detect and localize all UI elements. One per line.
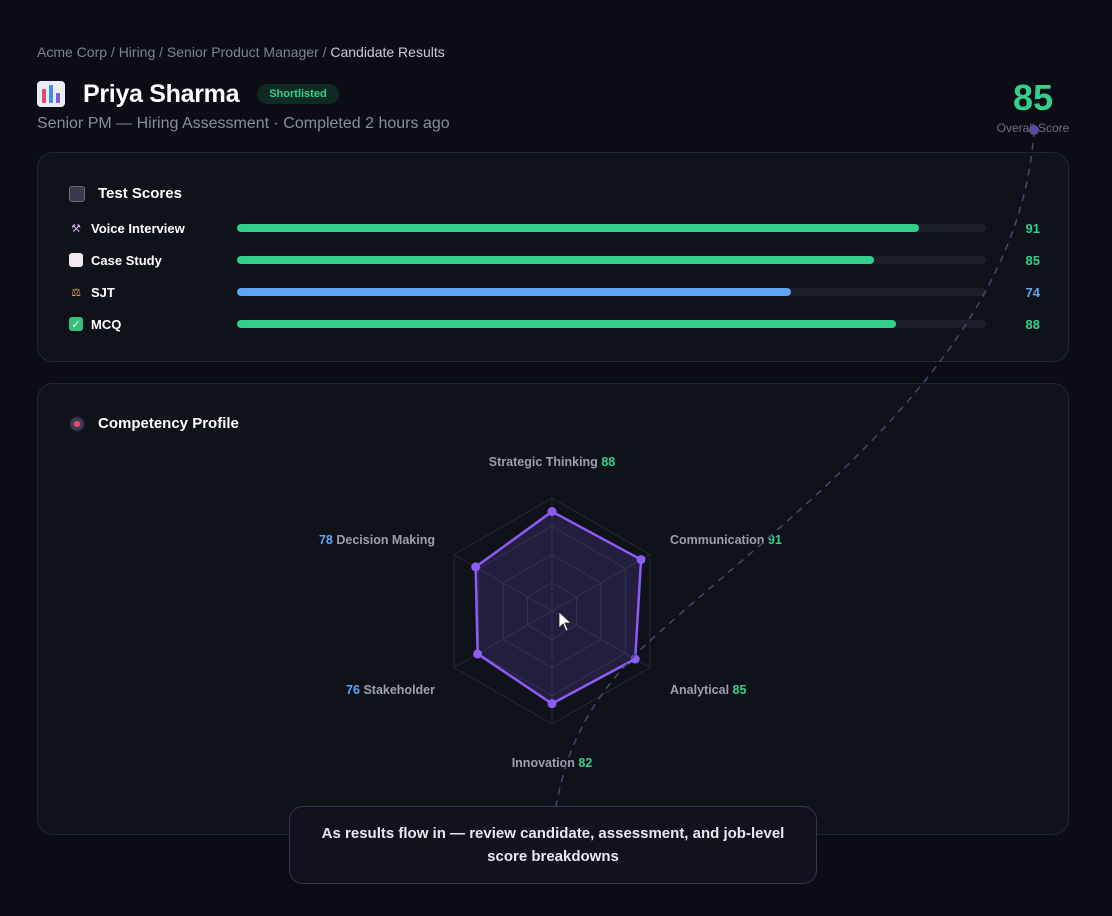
breadcrumb: Acme Corp / Hiring / Senior Product Mana…: [37, 44, 445, 60]
score-label: SJT: [91, 284, 115, 300]
radar-axis-label: 76 Stakeholder: [346, 683, 435, 697]
radar-axis-name: Strategic Thinking: [488, 455, 598, 469]
score-bar-fill: [237, 288, 792, 296]
radar-axis-label: 78 Decision Making: [319, 533, 435, 547]
radar-axis-name: Communication: [670, 533, 765, 547]
radar-axis-value: 88: [601, 455, 616, 469]
overall-score-label: Overall Score: [996, 121, 1070, 135]
candidate-subtitle: Senior PM — Hiring Assessment · Complete…: [37, 115, 450, 132]
score-bar-fill: [237, 224, 919, 232]
bar-chart-icon: [37, 81, 65, 107]
target-icon: [69, 415, 85, 432]
radar-axis-name: Decision Making: [336, 533, 435, 547]
score-bar-fill: [237, 320, 897, 328]
score-row: ⚖ SJT 74: [69, 282, 1040, 302]
test-scores-card: Test Scores ⚒ Voice Interview 91 Case Study…: [37, 152, 1069, 362]
radar-axis-label: Analytical 85: [670, 683, 746, 697]
radar-axis-value: 91: [767, 533, 782, 547]
document-icon: [69, 253, 83, 267]
score-row: Case Study 85: [69, 250, 1040, 270]
radar-axis-name: Innovation: [511, 756, 575, 770]
competency-title: Competency Profile: [69, 415, 239, 432]
status-badge: Shortlisted: [257, 84, 339, 104]
score-bar-track: [237, 224, 986, 232]
score-label: MCQ: [91, 316, 122, 332]
score-bar-fill: [237, 256, 874, 264]
test-scores-heading: Test Scores: [98, 185, 182, 202]
score-bar-track: [237, 288, 986, 296]
score-label: Case Study: [91, 252, 162, 268]
radar-axis-name: Analytical: [670, 683, 730, 697]
score-row: ⚒ Voice Interview 91: [69, 218, 1040, 238]
score-value: 91: [1025, 220, 1040, 236]
breadcrumb-path[interactable]: Acme Corp / Hiring / Senior Product Mana…: [37, 44, 331, 60]
score-label: Voice Interview: [91, 220, 185, 236]
radar-axis-value: 85: [732, 683, 747, 697]
microphone-icon: ⚒: [71, 222, 81, 235]
tooltip-text: As results flow in — review candidate, a…: [321, 825, 785, 865]
candidate-header: Priya Sharma Shortlisted Senior PM — Hir…: [37, 78, 1073, 138]
onboarding-tooltip: As results flow in — review candidate, a…: [289, 806, 817, 884]
breadcrumb-current: Candidate Results: [330, 44, 445, 60]
clipboard-icon: [69, 185, 85, 202]
score-value: 85: [1025, 252, 1040, 268]
score-bar-track: [237, 320, 986, 328]
candidate-name: Priya Sharma: [83, 79, 240, 108]
radar-axis-value: 78: [318, 533, 333, 547]
radar-axis-value: 82: [578, 756, 593, 770]
radar-axis-label: Innovation 82: [512, 756, 593, 770]
test-scores-title: Test Scores: [69, 185, 182, 202]
checkbox-icon: ✓: [69, 317, 83, 331]
overall-score: 85 Overall Score: [993, 77, 1073, 136]
scales-icon: ⚖: [71, 286, 81, 299]
score-value: 74: [1025, 284, 1040, 300]
radar-axis-label: Communication 91: [670, 533, 782, 547]
score-value: 88: [1025, 316, 1040, 332]
radar-axis-value: 76: [346, 683, 360, 697]
competency-heading: Competency Profile: [98, 415, 239, 432]
radar-axis-name: Stakeholder: [363, 683, 435, 697]
score-bar-track: [237, 256, 986, 264]
radar-axis-label: Strategic Thinking 88: [489, 455, 615, 469]
overall-score-value: 85: [1012, 77, 1054, 118]
score-row: ✓ MCQ 88: [69, 314, 1040, 334]
